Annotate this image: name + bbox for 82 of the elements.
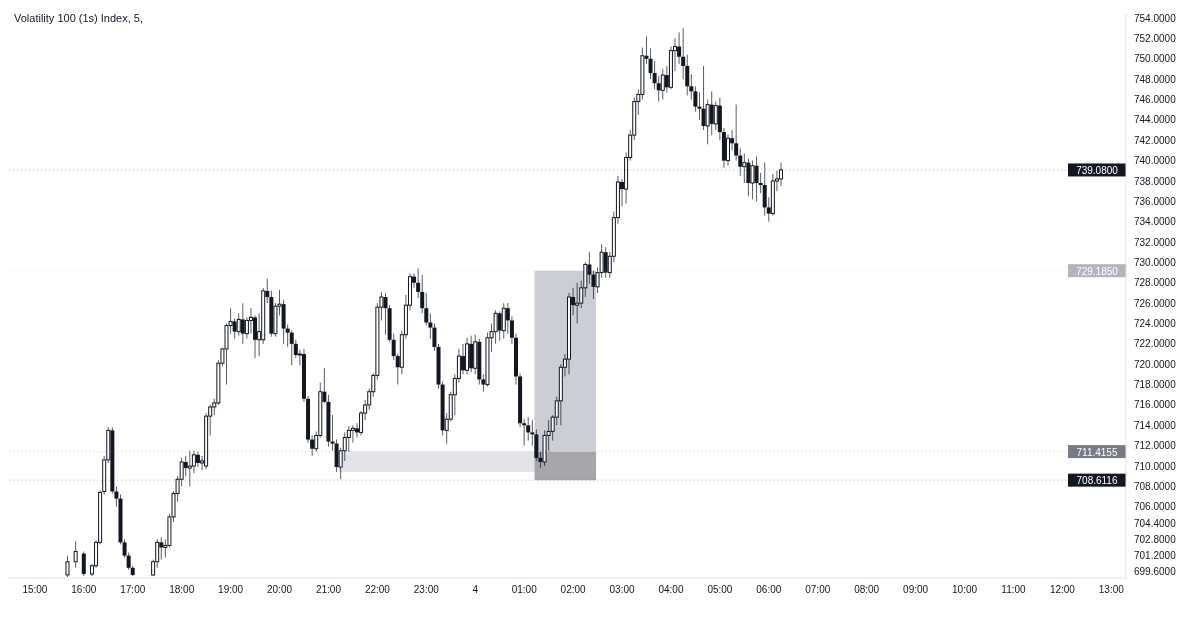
candlestick — [187, 450, 192, 487]
y-tick-label: 722.0000 — [1134, 338, 1177, 350]
y-tick-label: 726.0000 — [1134, 297, 1177, 309]
ref-line-label: 708.6116 — [1076, 475, 1118, 487]
y-tick-label: 744.0000 — [1134, 114, 1177, 126]
candlestick — [195, 451, 200, 468]
x-tick-label: 12:00 — [1049, 584, 1076, 596]
candlestick — [750, 160, 755, 200]
candlestick — [191, 450, 196, 474]
candlestick — [460, 343, 465, 375]
candlestick — [232, 317, 237, 340]
x-tick-label: 4 — [472, 584, 479, 596]
y-tick-label: 750.0000 — [1134, 53, 1177, 65]
y-tick-label: 724.0000 — [1134, 318, 1177, 330]
x-tick-label: 05:00 — [707, 584, 733, 596]
y-tick-label: 706.0000 — [1134, 501, 1177, 513]
x-tick-label: 17:00 — [120, 584, 146, 596]
y-tick-label: 699.6000 — [1134, 566, 1177, 578]
x-tick-label: 23:00 — [413, 584, 440, 596]
candlestick — [754, 156, 759, 202]
y-tick-label: 702.8000 — [1134, 533, 1177, 545]
candlestick — [726, 133, 731, 167]
ref-line-label: 739.0800 — [1076, 164, 1119, 176]
x-tick-label: 10:00 — [952, 584, 978, 596]
candlestick — [526, 416, 531, 442]
candlestick — [501, 302, 506, 340]
x-tick-label: 11:00 — [1001, 584, 1027, 596]
y-tick-label: 748.0000 — [1134, 73, 1177, 85]
candlestick — [159, 536, 164, 561]
x-tick-label: 08:00 — [854, 584, 880, 596]
candlestick — [779, 162, 784, 187]
candlestick — [587, 251, 592, 285]
x-tick-label: 16:00 — [71, 584, 97, 596]
candlestick — [656, 75, 661, 103]
x-tick-label: 06:00 — [756, 584, 782, 596]
candlestick — [240, 302, 245, 345]
y-tick-label: 714.0000 — [1134, 419, 1177, 431]
x-tick-label: 13:00 — [1098, 584, 1125, 596]
y-tick-label: 736.0000 — [1134, 195, 1177, 207]
y-tick-label: 738.0000 — [1134, 175, 1177, 187]
candlestick — [236, 312, 241, 337]
y-tick-label: 734.0000 — [1134, 216, 1177, 228]
x-tick-label: 03:00 — [609, 584, 635, 596]
x-tick-label: 04:00 — [658, 584, 684, 596]
y-tick-label: 701.2000 — [1134, 550, 1177, 562]
ref-line-label: 729.1850 — [1076, 265, 1119, 277]
candlestick — [709, 90, 714, 136]
y-tick-label: 710.0000 — [1134, 460, 1177, 472]
y-tick-label: 746.0000 — [1134, 94, 1177, 106]
x-tick-label: 15:00 — [22, 584, 48, 596]
y-tick-label: 752.0000 — [1134, 32, 1177, 44]
ref-line-label: 711.4155 — [1076, 446, 1118, 458]
y-tick-label: 742.0000 — [1134, 134, 1177, 146]
y-tick-label: 718.0000 — [1134, 379, 1177, 391]
candlestick — [660, 68, 665, 101]
x-tick-label: 09:00 — [903, 584, 929, 596]
y-tick-label: 712.0000 — [1134, 440, 1177, 452]
candlestick — [350, 424, 355, 444]
y-tick-label: 720.0000 — [1134, 358, 1177, 370]
x-tick-label: 07:00 — [805, 584, 831, 596]
x-tick-label: 20:00 — [267, 584, 293, 596]
candlestick — [742, 152, 747, 184]
chart-title: Volatility 100 (1s) Index, 5, — [14, 12, 144, 24]
candlestick — [603, 246, 608, 279]
candlestick — [575, 282, 580, 324]
y-tick-label: 716.0000 — [1134, 399, 1177, 411]
y-tick-label: 728.0000 — [1134, 277, 1177, 289]
x-tick-label: 19:00 — [218, 584, 244, 596]
y-tick-label: 708.0000 — [1134, 480, 1177, 492]
candlestick — [346, 425, 351, 453]
y-tick-label: 730.0000 — [1134, 256, 1177, 268]
y-tick-label: 732.0000 — [1134, 236, 1177, 248]
y-tick-label: 740.0000 — [1134, 155, 1177, 167]
x-tick-label: 21:00 — [315, 584, 342, 596]
y-tick-label: 754.0000 — [1134, 12, 1177, 24]
candlestick — [497, 310, 502, 342]
x-tick-label: 02:00 — [560, 584, 587, 596]
x-tick-label: 01:00 — [511, 584, 538, 596]
x-tick-label: 18:00 — [169, 584, 195, 596]
candlestick — [289, 330, 294, 366]
x-tick-label: 22:00 — [364, 584, 391, 596]
y-tick-label: 704.4000 — [1134, 517, 1177, 529]
